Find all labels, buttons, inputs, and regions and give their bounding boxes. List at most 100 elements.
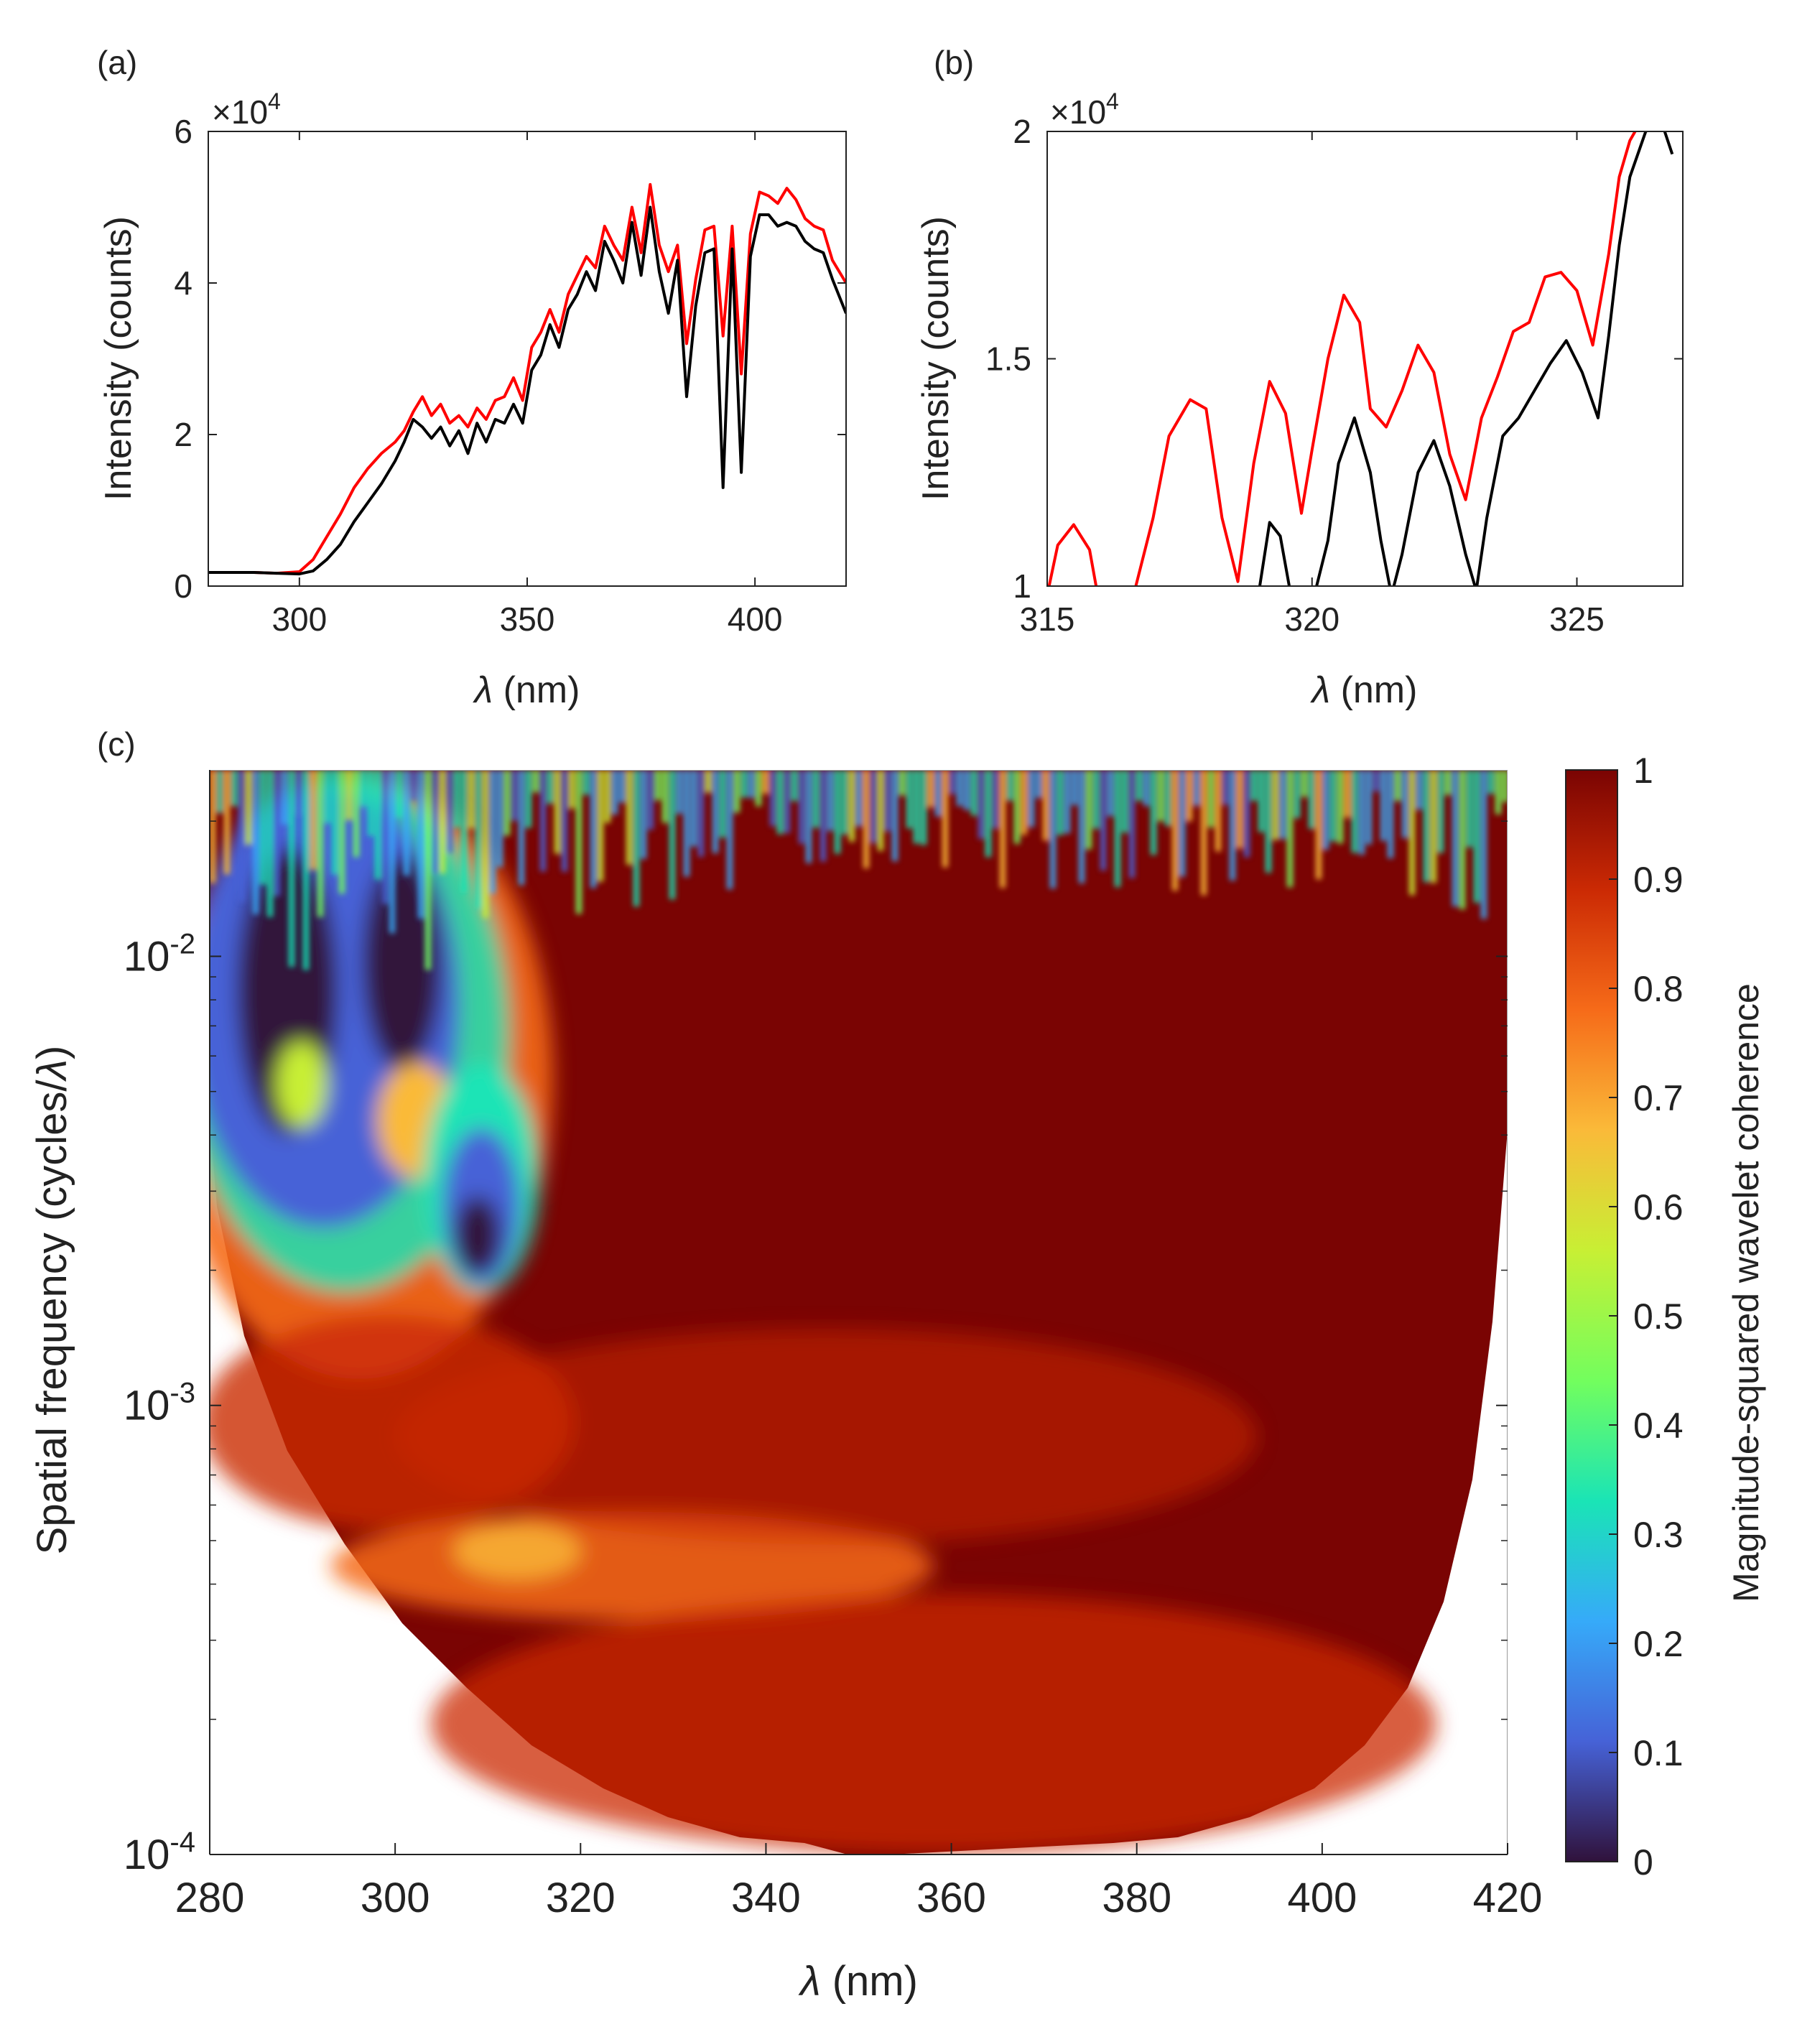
noise-streak bbox=[1395, 770, 1401, 802]
colorbar-tick-label: 0.5 bbox=[1633, 1296, 1684, 1337]
noise-streak bbox=[1194, 770, 1199, 806]
noise-streak bbox=[1467, 770, 1472, 848]
panel-c-xlabel: λ (nm) bbox=[798, 1958, 918, 2005]
noise-streak bbox=[1029, 770, 1034, 827]
noise-streak bbox=[1474, 770, 1480, 903]
region-red-lower bbox=[431, 1594, 1436, 1853]
noise-streak bbox=[519, 770, 524, 886]
noise-streak bbox=[827, 770, 833, 831]
noise-streak bbox=[1345, 770, 1350, 818]
noise-streak bbox=[691, 770, 697, 847]
noise-streak bbox=[950, 770, 955, 794]
region-blob-dark bbox=[455, 1196, 501, 1275]
colorbar-tick-label: 1 bbox=[1633, 751, 1653, 791]
noise-streak bbox=[246, 770, 251, 845]
noise-streak bbox=[1280, 770, 1286, 840]
noise-streak bbox=[1431, 770, 1436, 883]
noise-streak bbox=[1000, 770, 1006, 888]
noise-streak bbox=[454, 770, 460, 828]
noise-streak bbox=[842, 770, 848, 835]
panel-a-xtick-label: 350 bbox=[500, 600, 555, 638]
noise-streak bbox=[540, 770, 546, 872]
noise-streak bbox=[942, 770, 948, 868]
noise-streak bbox=[1129, 770, 1135, 878]
noise-streak bbox=[346, 770, 352, 820]
noise-streak bbox=[554, 770, 560, 854]
noise-streak bbox=[475, 770, 481, 909]
colorbar-tick-label: 0.9 bbox=[1633, 860, 1684, 900]
noise-streak bbox=[353, 770, 359, 858]
panel-c-xtick-label: 420 bbox=[1473, 1875, 1543, 1921]
colorbar-tick-label: 0.1 bbox=[1633, 1733, 1684, 1773]
noise-streak bbox=[892, 770, 898, 862]
noise-streak bbox=[763, 770, 769, 794]
noise-streak bbox=[756, 770, 761, 807]
noise-streak bbox=[914, 770, 919, 844]
noise-streak bbox=[238, 770, 244, 902]
noise-streak bbox=[1359, 770, 1365, 855]
panel-c-label: (c) bbox=[97, 725, 136, 763]
noise-streak bbox=[885, 770, 891, 832]
noise-streak bbox=[1043, 770, 1049, 841]
panel-a-multiplier: ×104 bbox=[212, 88, 281, 131]
noise-streak bbox=[1503, 770, 1508, 802]
noise-streak bbox=[878, 770, 883, 851]
noise-streak bbox=[382, 770, 388, 904]
noise-streak bbox=[497, 770, 503, 868]
panel-a-ytick-label: 0 bbox=[174, 567, 192, 605]
panel-b-ylabel: Intensity (counts) bbox=[915, 216, 957, 501]
region-red-band bbox=[395, 1329, 1257, 1544]
noise-streak bbox=[856, 770, 862, 827]
noise-streak bbox=[1258, 770, 1264, 832]
noise-streak bbox=[547, 770, 553, 804]
noise-streak bbox=[1079, 770, 1085, 883]
noise-streak bbox=[619, 770, 625, 803]
noise-streak bbox=[303, 770, 309, 970]
noise-streak bbox=[231, 770, 237, 807]
noise-streak bbox=[1108, 770, 1113, 817]
noise-streak bbox=[1445, 770, 1451, 796]
noise-streak bbox=[317, 770, 323, 917]
noise-streak bbox=[748, 770, 754, 799]
noise-streak bbox=[648, 770, 654, 830]
noise-streak bbox=[526, 770, 531, 828]
noise-streak bbox=[339, 770, 345, 894]
noise-streak bbox=[368, 770, 373, 837]
noise-streak bbox=[1495, 770, 1501, 814]
noise-streak bbox=[1294, 770, 1300, 819]
panel-a-label: (a) bbox=[97, 44, 137, 81]
noise-streak bbox=[971, 770, 977, 816]
panel-c-xtick-label: 320 bbox=[546, 1875, 616, 1921]
noise-streak bbox=[835, 770, 840, 854]
panel-c-ytick-label: 10-3 bbox=[124, 1378, 195, 1429]
panel-c-ytick-label: 10-4 bbox=[124, 1826, 195, 1878]
noise-streak bbox=[253, 770, 259, 914]
noise-streak bbox=[1201, 770, 1207, 896]
noise-streak bbox=[935, 770, 941, 817]
noise-streak bbox=[1301, 770, 1307, 797]
noise-streak bbox=[863, 770, 869, 869]
noise-streak bbox=[1402, 770, 1408, 838]
noise-streak bbox=[899, 770, 905, 796]
panel-a: (a) ×104 300 350 400 0 2 4 6 Intensity (counts… bbox=[97, 44, 847, 711]
noise-streak bbox=[1244, 770, 1250, 858]
noise-streak bbox=[1323, 770, 1329, 850]
noise-streak bbox=[210, 770, 215, 883]
noise-streak bbox=[1424, 770, 1429, 883]
noise-streak bbox=[404, 770, 409, 876]
noise-streak bbox=[1459, 770, 1465, 909]
noise-streak bbox=[813, 770, 819, 828]
noise-streak bbox=[1136, 770, 1142, 801]
colorbar-tick-label: 0.3 bbox=[1633, 1515, 1684, 1555]
noise-streak bbox=[504, 770, 510, 836]
panel-c-ytick-label: 10-2 bbox=[124, 928, 195, 980]
noise-streak bbox=[993, 770, 998, 829]
panel-a-series-black bbox=[208, 205, 846, 576]
noise-streak bbox=[1222, 770, 1228, 805]
noise-streak bbox=[978, 770, 984, 839]
colorbar-tick-label: 0.7 bbox=[1633, 1078, 1684, 1118]
noise-streak bbox=[296, 770, 302, 814]
noise-streak bbox=[806, 770, 812, 863]
panel-c-xtick-label: 360 bbox=[916, 1875, 986, 1921]
noise-streak bbox=[418, 770, 424, 919]
